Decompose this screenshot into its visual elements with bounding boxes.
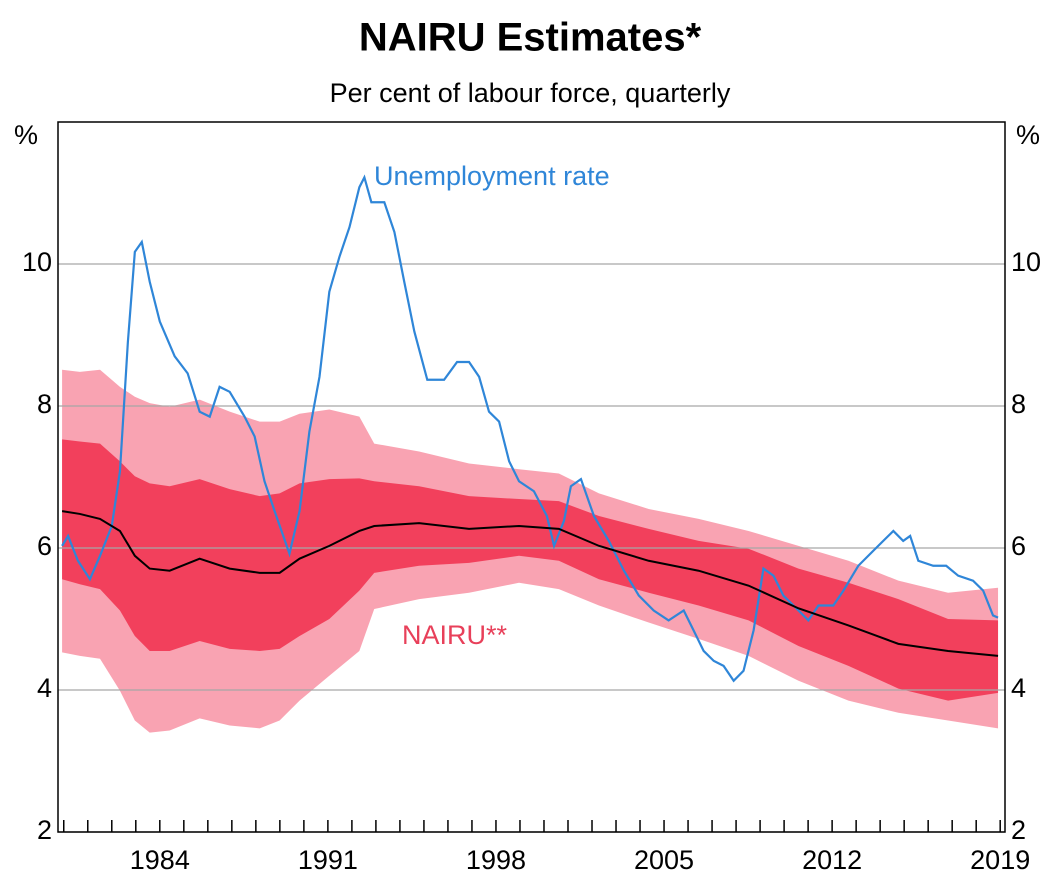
x-tick-label: 1991 bbox=[298, 845, 358, 875]
series-label: NAIRU** bbox=[402, 620, 508, 650]
x-tick-label: 2005 bbox=[634, 845, 694, 875]
y2-tick-label: 6 bbox=[1011, 531, 1026, 561]
series-label: Unemployment rate bbox=[374, 161, 610, 191]
y2-tick-label: 4 bbox=[1011, 673, 1026, 703]
y-tick-label: 4 bbox=[37, 673, 52, 703]
y-tick-label: 2 bbox=[37, 815, 52, 845]
y-tick-label: 6 bbox=[37, 531, 52, 561]
y2-tick-label: 10 bbox=[1011, 247, 1041, 277]
y-tick-label: 10 bbox=[22, 247, 52, 277]
chart-subtitle: Per cent of labour force, quarterly bbox=[330, 78, 731, 108]
nairu-band bbox=[62, 439, 999, 701]
series-line bbox=[61, 510, 999, 657]
x-tick-label: 2012 bbox=[802, 845, 862, 875]
y2-tick-label: 2 bbox=[1011, 815, 1026, 845]
y2-unit: % bbox=[1016, 120, 1040, 150]
x-tick-label: 2019 bbox=[970, 845, 1030, 875]
y2-tick-label: 8 bbox=[1011, 389, 1026, 419]
x-tick-label: 1984 bbox=[130, 845, 190, 875]
plot-frame bbox=[57, 121, 1006, 833]
chart-title: NAIRU Estimates* bbox=[359, 16, 702, 60]
y-unit: % bbox=[14, 120, 38, 150]
series-line bbox=[61, 174, 999, 683]
x-tick-label: 1998 bbox=[466, 845, 526, 875]
y-tick-label: 8 bbox=[37, 389, 52, 419]
